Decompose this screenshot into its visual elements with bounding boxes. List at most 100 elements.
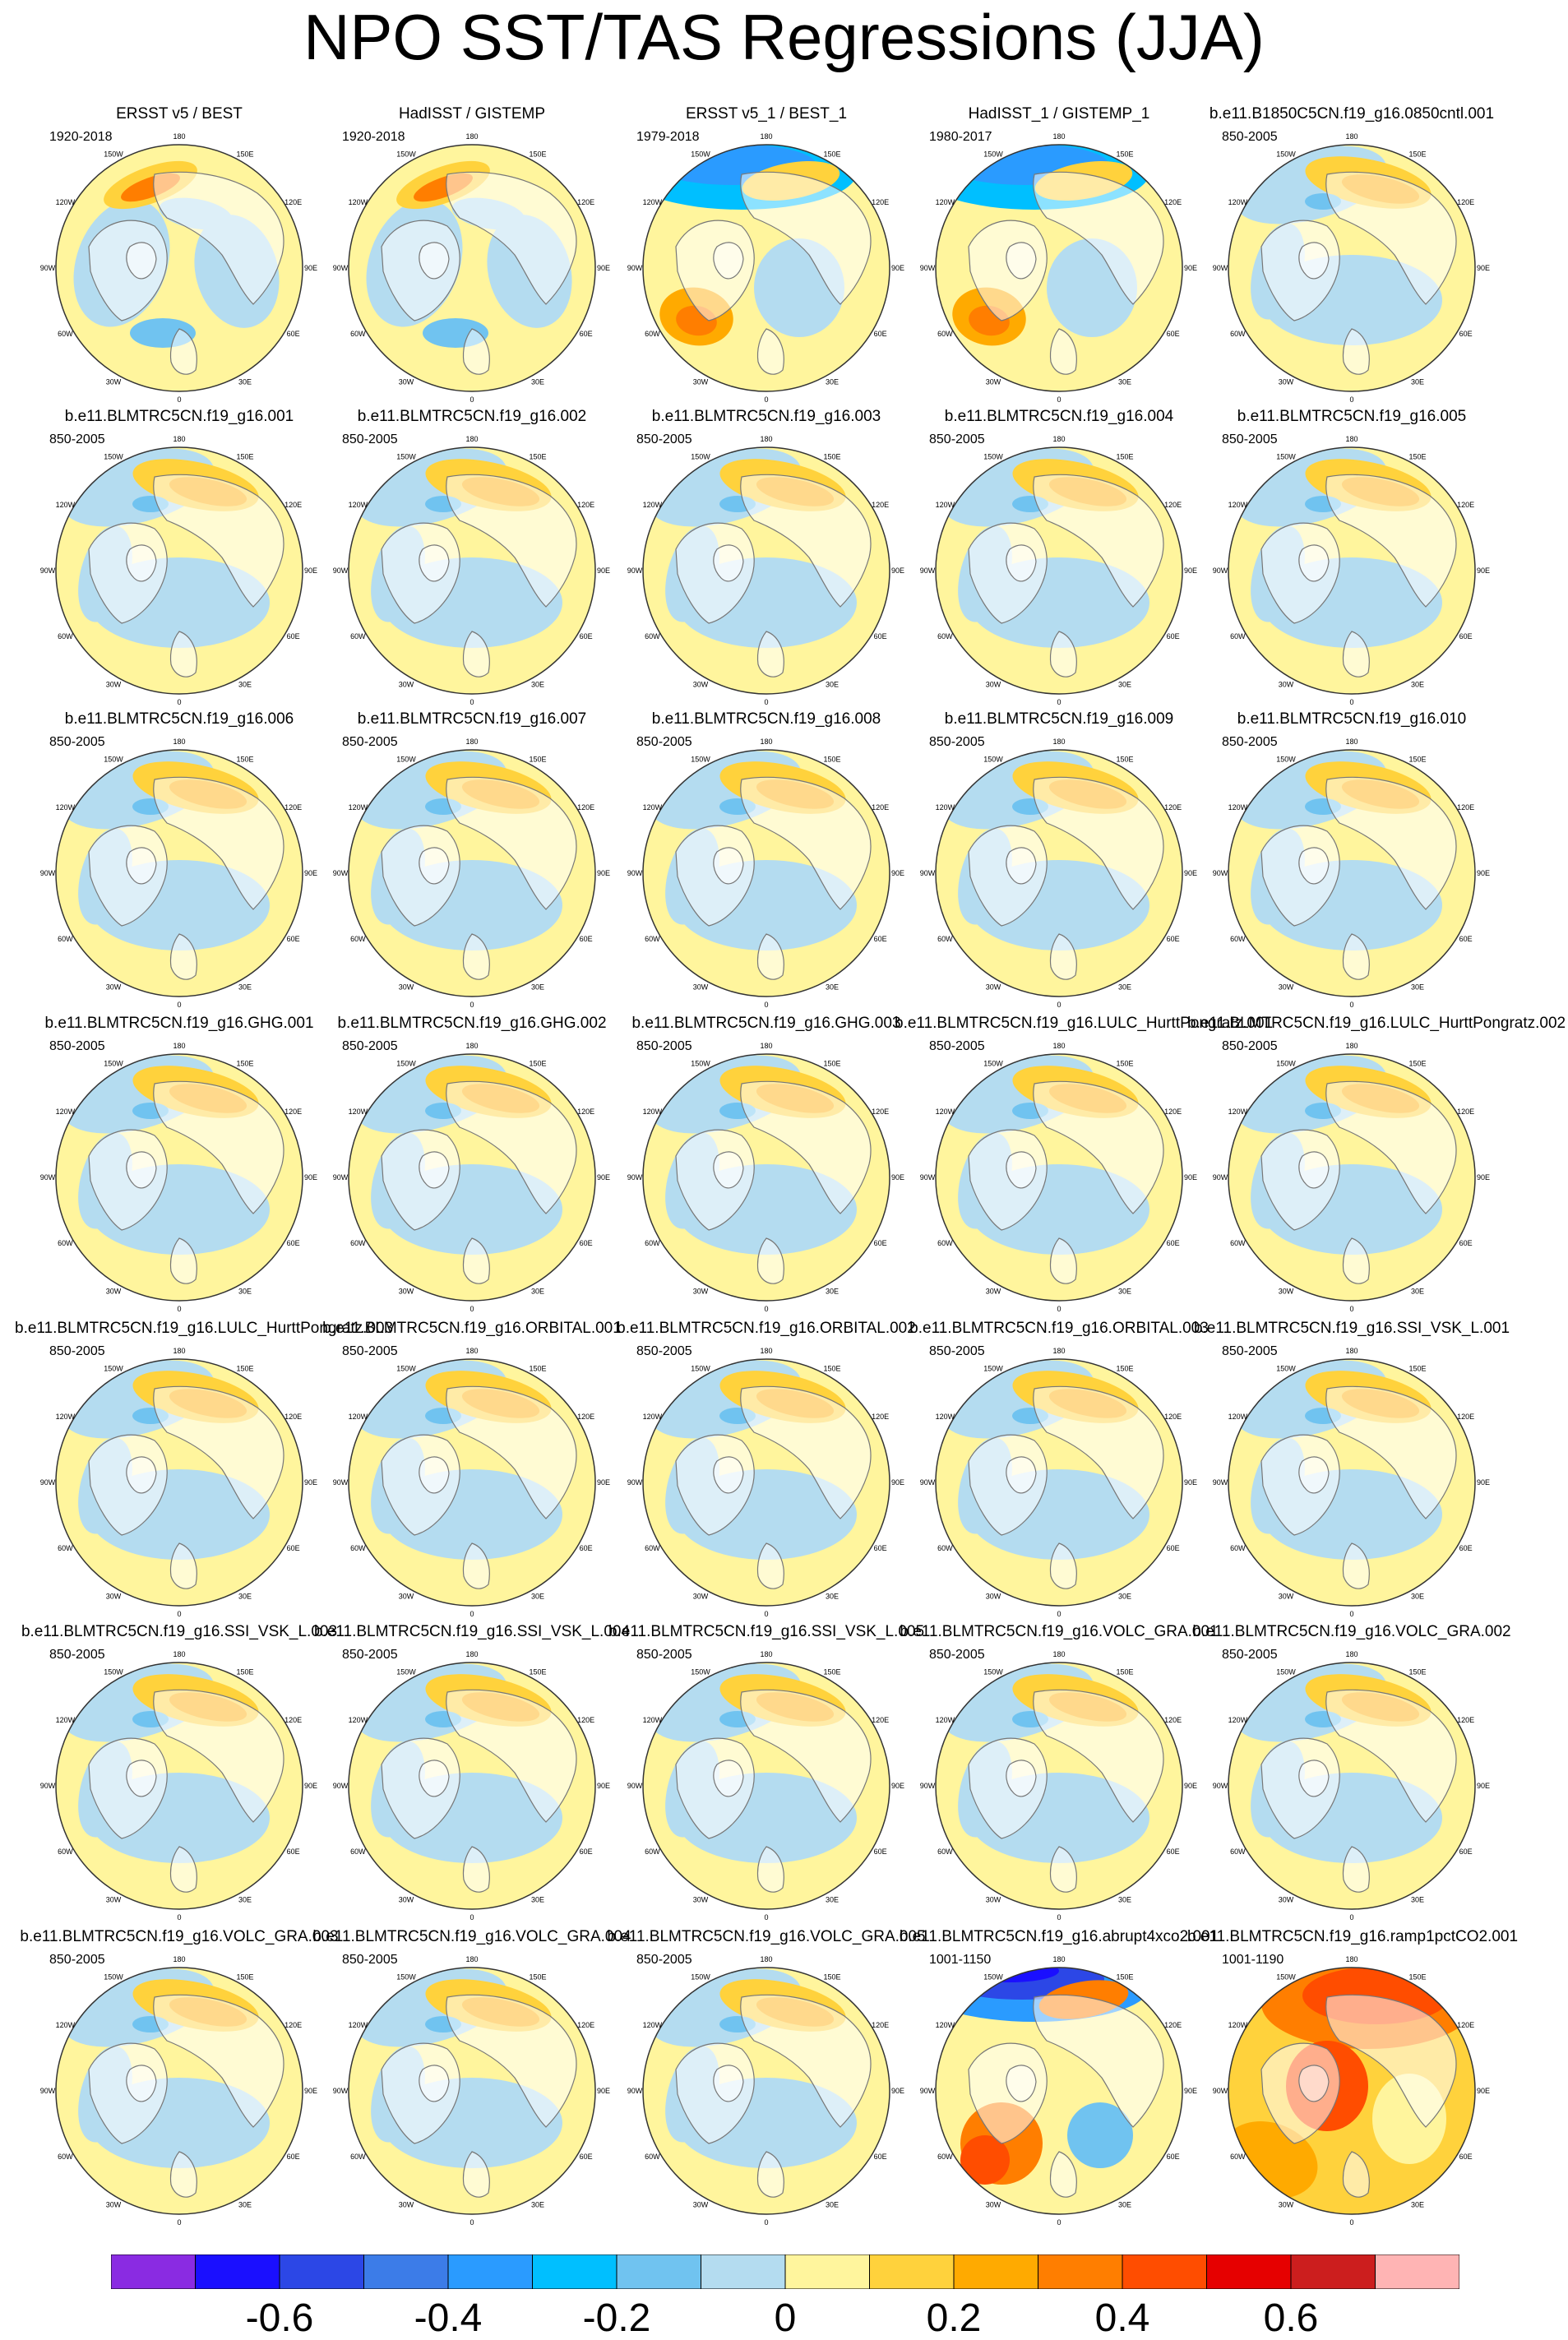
coastline [169,2151,197,2198]
longitude-label: 60W [645,1239,660,1247]
map-outline [348,1662,596,1910]
panel-title: b.e11.BLMTRC5CN.f19_g16.LULC_HurttPongra… [895,1015,1274,1032]
longitude-label: 30E [826,1896,839,1904]
coastline [462,631,490,677]
map-panel: 180 150E 120E 90E 60E 30E 0 30W 60W 90W 120W 150W ER… [31,105,327,413]
longitude-label: 150E [1116,452,1133,460]
longitude-label: 120E [577,501,594,509]
polar-map: 180 150E 120E 90E 60E 30E 0 30W 60W 90W 120W 150W [627,435,904,706]
polar-map: 180 150E 120E 90E 60E 30E 0 30W 60W 90W 120W 150W [627,1955,904,2227]
panel-period: 850-2005 [49,1344,105,1358]
longitude-label: 30W [399,983,414,992]
map-panel: 180 150E 120E 90E 60E 30E 0 30W 60W 90W 120W 150W b.… [911,408,1207,715]
panel-period: 850-2005 [929,1344,985,1358]
colorbar-swatch [279,2254,364,2289]
longitude-label: 150E [529,150,546,158]
longitude-label: 150W [983,1364,1003,1372]
longitude-label: 120E [1457,1108,1474,1116]
panel-title: b.e11.BLMTRC5CN.f19_g16.ORBITAL.002 [617,1320,916,1337]
coastline [419,544,450,582]
longitude-label: 120E [284,803,302,812]
map-outline [55,144,303,392]
longitude-label: 30W [693,983,709,992]
map-outline [935,144,1183,392]
coastline [1033,776,1164,910]
longitude-label: 60W [1230,330,1246,338]
longitude-label: 150W [983,150,1003,158]
longitude-label: 150W [104,452,123,460]
longitude-label: 150E [823,452,840,460]
longitude-label: 120E [284,198,302,206]
longitude-label: 150E [1408,1059,1426,1067]
longitude-label: 120E [872,1108,889,1116]
longitude-label: 30W [693,1593,709,1601]
polar-map: 180 150E 120E 90E 60E 30E 0 30W 60W 90W 120W 150W [1213,1955,1490,2227]
map-panel: 180 150E 120E 90E 60E 30E 0 30W 60W 90W 120W 150W b.… [1204,710,1500,1018]
longitude-label: 60W [937,330,953,338]
longitude-label: 120W [643,803,663,812]
coastline [740,776,872,910]
colorbar-tick-label: -0.4 [414,2296,483,2340]
coastline [419,242,450,280]
longitude-label: 60W [350,1847,366,1856]
longitude-label: 0 [1349,1610,1353,1618]
longitude-label: 60W [58,1239,73,1247]
map-panel: 180 150E 120E 90E 60E 30E 0 30W 60W 90W 120W 150W b.… [1187,1015,1566,1322]
coastline [1298,242,1330,280]
map-panel-grid: 180 150E 120E 90E 60E 30E 0 30W 60W 90W 120W 150W ER… [15,105,1566,2227]
longitude-label: 30E [826,378,839,386]
polar-map: 180 150E 120E 90E 60E 30E 0 30W 60W 90W 120W 150W [40,132,317,404]
longitude-label: 60E [1167,330,1180,338]
longitude-label: 30W [106,1896,122,1904]
longitude-label: 30E [1118,378,1131,386]
map-panel: 180 150E 120E 90E 60E 30E 0 30W 60W 90W 120W 150W b.… [900,1928,1219,2236]
longitude-label: 30E [531,1288,544,1296]
coastline [1342,933,1370,980]
coastline [1033,1994,1164,2128]
map-outline [642,144,890,392]
longitude-label: 120W [643,1413,663,1421]
longitude-label: 0 [177,1610,181,1618]
longitude-label: 0 [764,1305,768,1313]
longitude-label: 90E [304,1173,317,1182]
polar-map: 180 150E 120E 90E 60E 30E 0 30W 60W 90W 120W 150W [40,1347,317,1618]
map-panel: 180 150E 120E 90E 60E 30E 0 30W 60W 90W 120W 150W b.… [31,408,327,715]
colorbar-swatch [1375,2254,1459,2289]
map-outline [1228,749,1476,997]
longitude-label: 180 [1345,1347,1358,1355]
coastline [1033,474,1164,608]
polar-map: 180 150E 120E 90E 60E 30E 0 30W 60W 90W 120W 150W [1213,738,1490,1009]
map-outline [348,1053,596,1302]
longitude-label: 120E [872,803,889,812]
coastline [419,1151,450,1189]
panel-title: b.e11.BLMTRC5CN.f19_g16.005 [1237,408,1467,425]
map-outline [348,1358,596,1607]
longitude-label: 0 [177,1913,181,1921]
coastline [756,1846,784,1893]
map-outline [1228,144,1476,392]
longitude-label: 90W [1213,869,1228,877]
coastline [446,474,577,608]
longitude-label: 120W [56,1413,76,1421]
longitude-label: 180 [760,1955,772,1963]
longitude-label: 60W [58,632,73,640]
longitude-label: 90W [920,1173,936,1182]
longitude-label: 150W [1276,755,1296,763]
longitude-label: 150W [691,452,710,460]
longitude-label: 180 [760,1347,772,1355]
polar-map: 180 150E 120E 90E 60E 30E 0 30W 60W 90W 120W 150W [627,1347,904,1618]
longitude-label: 90E [304,1782,317,1790]
polar-map: 180 150E 120E 90E 60E 30E 0 30W 60W 90W 120W 150W [40,1955,317,2227]
longitude-label: 120W [349,803,368,812]
longitude-label: 30W [106,378,122,386]
coastline [126,1151,157,1189]
longitude-label: 150W [1276,1059,1296,1067]
coastline [713,1151,744,1189]
longitude-label: 120W [1228,198,1248,206]
map-outline [935,1967,1183,2215]
panel-title: b.e11.BLMTRC5CN.f19_g16.VOLC_GRA.005 [607,1928,926,1945]
longitude-label: 150E [1116,1364,1133,1372]
longitude-label: 0 [1349,698,1353,706]
coastline [1342,1542,1370,1589]
longitude-label: 0 [1057,698,1061,706]
